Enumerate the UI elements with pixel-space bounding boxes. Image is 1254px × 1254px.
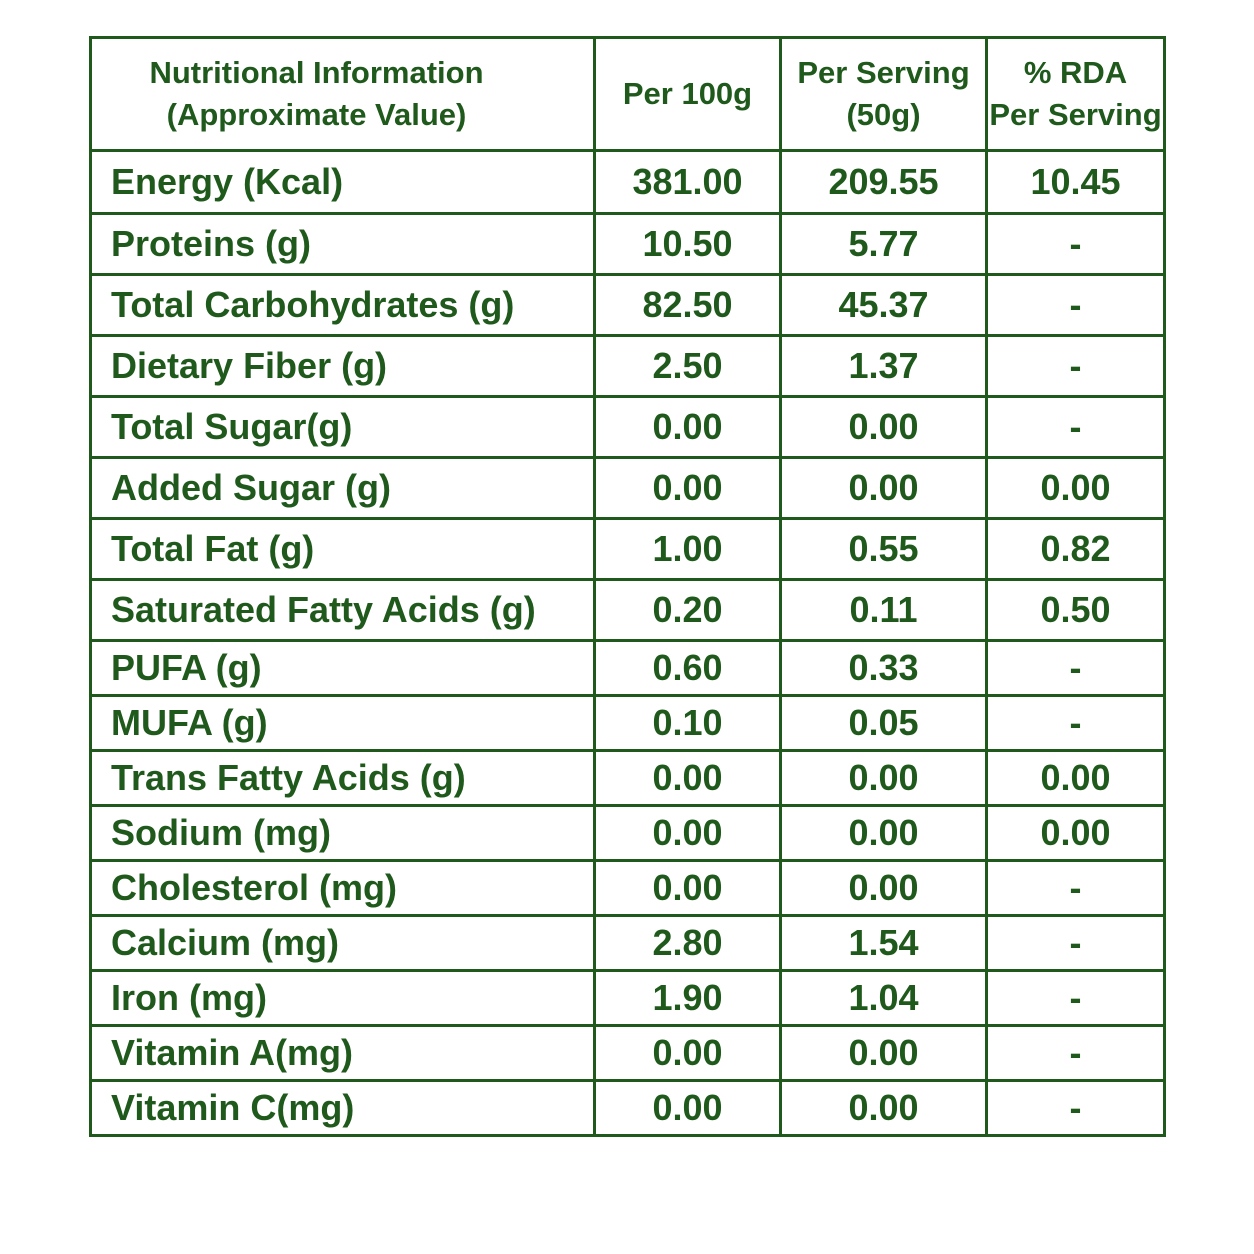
rda-cell: 0.00 xyxy=(985,804,1166,862)
per-serving-cell: 0.00 xyxy=(779,395,988,459)
per-100g-cell: 0.00 xyxy=(593,804,782,862)
header-per-serving: Per Serving (50g) xyxy=(779,36,988,152)
per-100g-cell: 0.00 xyxy=(593,1024,782,1082)
table-row: MUFA (g) 0.10 0.05- xyxy=(89,694,1166,752)
table-row: Calcium (mg) 2.80 1.54- xyxy=(89,914,1166,972)
table-row: Saturated Fatty Acids (g) 0.20 0.11 0.50 xyxy=(89,578,1166,642)
per-serving-cell: 0.00 xyxy=(779,859,988,917)
nutrient-cell: Cholesterol (mg) xyxy=(89,859,596,917)
header-per-serving-title: Per Serving xyxy=(797,55,970,91)
rda-cell: - xyxy=(985,1024,1166,1082)
header-rda: % RDA Per Serving xyxy=(985,36,1166,152)
per-serving-cell: 1.37 xyxy=(779,334,988,398)
rda-cell: 0.82 xyxy=(985,517,1166,581)
nutrient-cell: Saturated Fatty Acids (g) xyxy=(89,578,596,642)
per-serving-cell: 0.11 xyxy=(779,578,988,642)
nutrient-cell: MUFA (g) xyxy=(89,694,596,752)
nutrient-cell: Trans Fatty Acids (g) xyxy=(89,749,596,807)
per-100g-cell: 2.50 xyxy=(593,334,782,398)
rda-cell: - xyxy=(985,914,1166,972)
per-serving-cell: 5.77 xyxy=(779,212,988,276)
header-rda-title: % RDA xyxy=(1023,55,1128,91)
nutrient-cell: Proteins (g) xyxy=(89,212,596,276)
per-serving-cell: 0.05 xyxy=(779,694,988,752)
table-row: Total Carbohydrates (g) 82.50 45.37- xyxy=(89,273,1166,337)
nutrient-cell: Iron (mg) xyxy=(89,969,596,1027)
rda-cell: 0.00 xyxy=(985,456,1166,520)
nutrient-cell: PUFA (g) xyxy=(89,639,596,697)
per-serving-cell: 1.54 xyxy=(779,914,988,972)
rda-cell: - xyxy=(985,1079,1166,1137)
per-100g-cell: 0.10 xyxy=(593,694,782,752)
nutrient-cell: Added Sugar (g) xyxy=(89,456,596,520)
per-serving-cell: 1.04 xyxy=(779,969,988,1027)
table-row: PUFA (g) 0.60 0.33- xyxy=(89,639,1166,697)
per-100g-cell: 10.50 xyxy=(593,212,782,276)
per-100g-cell: 0.60 xyxy=(593,639,782,697)
table-row: Added Sugar (g) 0.00 0.00 0.00 xyxy=(89,456,1166,520)
rda-cell: - xyxy=(985,395,1166,459)
nutrient-cell: Sodium (mg) xyxy=(89,804,596,862)
rda-cell: 0.50 xyxy=(985,578,1166,642)
nutrient-cell: Total Sugar(g) xyxy=(89,395,596,459)
header-nutrient: Nutritional Information (Approximate Val… xyxy=(89,36,596,152)
table-row: Dietary Fiber (g) 2.50 1.37- xyxy=(89,334,1166,398)
rda-cell: - xyxy=(985,639,1166,697)
nutrient-cell: Vitamin C(mg) xyxy=(89,1079,596,1137)
rda-cell: - xyxy=(985,694,1166,752)
per-100g-cell: 82.50 xyxy=(593,273,782,337)
per-100g-cell: 0.20 xyxy=(593,578,782,642)
table-row: Energy (Kcal) 381.00 209.55 10.45 xyxy=(89,149,1166,215)
table-row: Trans Fatty Acids (g) 0.00 0.00 0.00 xyxy=(89,749,1166,807)
per-serving-cell: 0.00 xyxy=(779,1024,988,1082)
header-per-serving-size: (50g) xyxy=(846,97,921,132)
nutrient-cell: Calcium (mg) xyxy=(89,914,596,972)
rda-cell: - xyxy=(985,859,1166,917)
table-row: Vitamin A(mg) 0.00 0.00- xyxy=(89,1024,1166,1082)
rda-cell: 10.45 xyxy=(985,149,1166,215)
table-row: Iron (mg) 1.90 1.04- xyxy=(89,969,1166,1027)
per-100g-cell: 1.90 xyxy=(593,969,782,1027)
per-serving-cell: 0.00 xyxy=(779,804,988,862)
per-100g-cell: 2.80 xyxy=(593,914,782,972)
rda-cell: - xyxy=(985,969,1166,1027)
table-row: Sodium (mg) 0.00 0.00 0.00 xyxy=(89,804,1166,862)
header-row: Nutritional Information (Approximate Val… xyxy=(89,36,1166,152)
table-row: Proteins (g) 10.50 5.77- xyxy=(89,212,1166,276)
rda-cell: - xyxy=(985,273,1166,337)
table-row: Vitamin C(mg) 0.00 0.00- xyxy=(89,1079,1166,1137)
per-100g-cell: 381.00 xyxy=(593,149,782,215)
nutrient-cell: Total Carbohydrates (g) xyxy=(89,273,596,337)
per-100g-cell: 1.00 xyxy=(593,517,782,581)
per-serving-cell: 209.55 xyxy=(779,149,988,215)
nutrient-cell: Vitamin A(mg) xyxy=(89,1024,596,1082)
rda-cell: 0.00 xyxy=(985,749,1166,807)
rda-cell: - xyxy=(985,212,1166,276)
per-100g-cell: 0.00 xyxy=(593,859,782,917)
header-per-100g: Per 100g xyxy=(593,36,782,152)
per-serving-cell: 45.37 xyxy=(779,273,988,337)
rda-cell: - xyxy=(985,334,1166,398)
nutrient-cell: Energy (Kcal) xyxy=(89,149,596,215)
nutrient-cell: Total Fat (g) xyxy=(89,517,596,581)
per-serving-cell: 0.33 xyxy=(779,639,988,697)
header-nutrient-subtitle: (Approximate Value) xyxy=(166,97,467,132)
table-row: Cholesterol (mg) 0.00 0.00- xyxy=(89,859,1166,917)
per-100g-cell: 0.00 xyxy=(593,395,782,459)
per-100g-cell: 0.00 xyxy=(593,1079,782,1137)
per-100g-cell: 0.00 xyxy=(593,749,782,807)
per-serving-cell: 0.55 xyxy=(779,517,988,581)
header-nutrient-title: Nutritional Information xyxy=(149,55,484,91)
table-body: Energy (Kcal) 381.00 209.55 10.45 Proteins (… xyxy=(89,149,1166,1137)
table-row: Total Sugar(g) 0.00 0.00- xyxy=(89,395,1166,459)
table-header: Nutritional Information (Approximate Val… xyxy=(89,36,1166,152)
per-100g-cell: 0.00 xyxy=(593,456,782,520)
per-serving-cell: 0.00 xyxy=(779,456,988,520)
nutrition-table: Nutritional Information (Approximate Val… xyxy=(89,36,1166,1137)
header-rda-subtitle: Per Serving xyxy=(989,97,1162,132)
table-row: Total Fat (g) 1.00 0.55 0.82 xyxy=(89,517,1166,581)
per-serving-cell: 0.00 xyxy=(779,1079,988,1137)
per-serving-cell: 0.00 xyxy=(779,749,988,807)
nutrient-cell: Dietary Fiber (g) xyxy=(89,334,596,398)
